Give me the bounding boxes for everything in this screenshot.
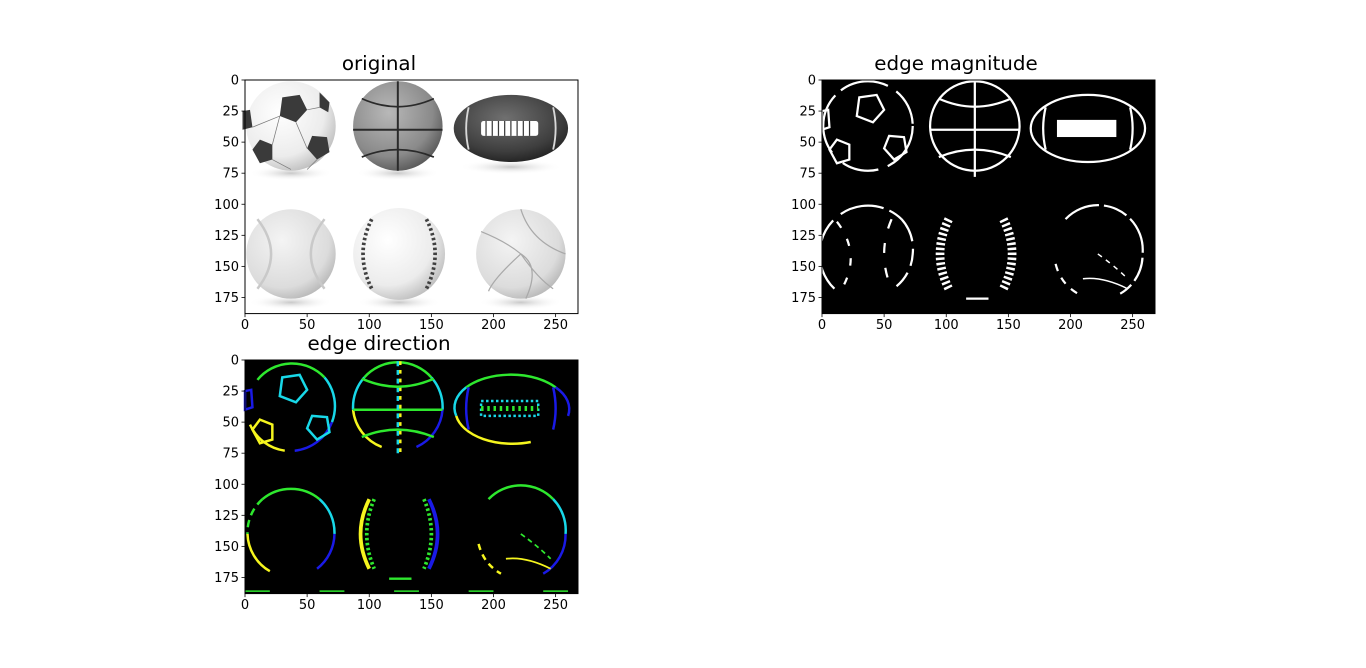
x-tick-label: 0 (818, 318, 826, 333)
y-tick-label: 75 (799, 167, 816, 182)
y-tick-label: 75 (222, 167, 239, 182)
basketball (353, 81, 443, 171)
panel-original: original (214, 52, 579, 333)
axes-frame (821, 79, 1156, 315)
volleyball (476, 209, 566, 299)
y-tick-label: 75 (222, 447, 239, 462)
x-tick-label: 250 (1120, 318, 1145, 333)
axes-frame (244, 359, 579, 595)
x-tick-label: 150 (996, 318, 1021, 333)
x-axis: 0 50 100 150 200 250 (818, 313, 1145, 333)
x-tick-label: 250 (543, 318, 568, 333)
y-tick-label: 25 (222, 105, 239, 120)
y-tick-label: 150 (214, 540, 239, 555)
x-tick-label: 100 (934, 318, 959, 333)
panel-title: original (342, 52, 416, 75)
y-tick-label: 150 (791, 260, 816, 275)
x-axis: 0 50 100 150 200 250 (241, 593, 568, 613)
y-tick-label: 150 (214, 260, 239, 275)
x-tick-label: 200 (481, 318, 506, 333)
x-axis: 0 50 100 150 200 250 (241, 313, 568, 333)
y-axis: 0 25 50 75 100 125 150 175 (214, 74, 245, 306)
y-tick-label: 50 (222, 416, 239, 431)
axes-frame (244, 79, 579, 315)
y-tick-label: 100 (214, 478, 239, 493)
panel-edge-direction: edge direction (214, 332, 579, 613)
x-tick-label: 100 (357, 318, 382, 333)
baseball (353, 207, 446, 300)
y-tick-label: 25 (222, 385, 239, 400)
image-edge-magnitude (818, 80, 1155, 314)
x-tick-label: 50 (299, 598, 316, 613)
x-tick-label: 0 (241, 598, 249, 613)
image-edge-direction (243, 360, 578, 594)
y-tick-label: 125 (214, 509, 239, 524)
y-tick-label: 125 (214, 229, 239, 244)
y-tick-label: 0 (231, 74, 239, 89)
x-tick-label: 200 (1058, 318, 1083, 333)
panel-edge-magnitude: edge magnitude (791, 52, 1156, 333)
american-football (453, 94, 569, 163)
y-tick-label: 0 (231, 354, 239, 369)
y-tick-label: 125 (791, 229, 816, 244)
x-tick-label: 200 (481, 598, 506, 613)
panel-title: edge direction (307, 332, 450, 355)
y-axis: 0 25 50 75 100 125 150 175 (791, 74, 822, 306)
image-original (242, 80, 578, 314)
x-tick-label: 0 (241, 318, 249, 333)
x-tick-label: 150 (419, 598, 444, 613)
x-tick-label: 50 (876, 318, 893, 333)
y-tick-label: 50 (799, 136, 816, 151)
x-tick-label: 250 (543, 598, 568, 613)
y-tick-label: 50 (222, 136, 239, 151)
y-tick-label: 175 (214, 571, 239, 586)
x-tick-label: 100 (357, 598, 382, 613)
soccer-ball (242, 81, 336, 171)
x-tick-label: 150 (419, 318, 444, 333)
y-tick-label: 0 (808, 74, 816, 89)
y-tick-label: 100 (791, 198, 816, 213)
y-tick-label: 25 (799, 105, 816, 120)
y-tick-label: 175 (214, 291, 239, 306)
y-tick-label: 100 (214, 198, 239, 213)
panel-title: edge magnitude (874, 52, 1038, 75)
tennis-ball (246, 209, 336, 299)
y-axis: 0 25 50 75 100 125 150 175 (214, 354, 245, 586)
x-tick-label: 50 (299, 318, 316, 333)
y-tick-label: 175 (791, 291, 816, 306)
